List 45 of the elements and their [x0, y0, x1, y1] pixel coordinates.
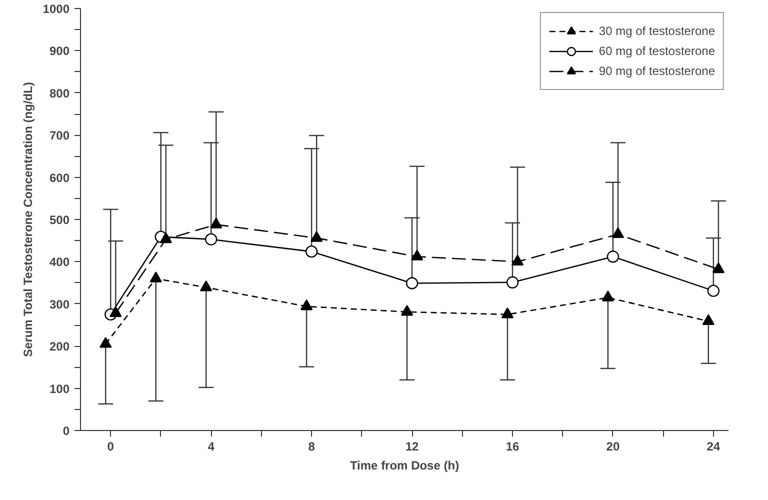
x-tick-label: 0 [107, 440, 114, 454]
y-tick-label: 400 [49, 255, 70, 270]
point [300, 299, 313, 310]
point [210, 218, 222, 228]
point [100, 337, 112, 348]
point [707, 284, 720, 297]
point [602, 290, 614, 302]
x-tick-label: 16 [506, 440, 520, 454]
y-tick-label: 0 [62, 424, 70, 438]
point [612, 227, 624, 238]
legend-label: 30 mg of testosterone [598, 24, 715, 38]
point [200, 280, 212, 292]
legend-label: 90 mg of testosterone [598, 64, 715, 78]
point [150, 272, 162, 282]
point [506, 276, 519, 288]
y-tick-label: 900 [49, 44, 70, 58]
point [511, 254, 524, 266]
point [501, 308, 514, 318]
point [406, 277, 418, 290]
point [410, 250, 424, 260]
x-tick-label: 8 [308, 440, 316, 454]
y-tick-label: 600 [49, 170, 70, 185]
point [712, 262, 725, 274]
x-axis-title: Time from Dose (h) [350, 458, 460, 472]
legend-label: 60 mg of testosterone [598, 44, 715, 58]
point [702, 314, 715, 325]
y-tick-label: 500 [49, 213, 70, 227]
x-tick-label: 20 [606, 440, 620, 454]
y-tick-label: 700 [49, 128, 70, 143]
point [310, 231, 323, 242]
point [305, 245, 318, 258]
point [400, 304, 414, 316]
point [606, 250, 620, 263]
x-tick-label: 24 [706, 440, 720, 454]
y-tick-label: 200 [49, 340, 70, 354]
y-tick-label: 1000 [42, 2, 70, 16]
point [205, 233, 218, 246]
x-tick-label: 12 [405, 440, 420, 454]
point [160, 232, 172, 244]
point [110, 306, 122, 317]
x-tick-label: 4 [208, 440, 215, 454]
y-tick-label: 800 [49, 86, 70, 100]
y-tick-label: 100 [49, 382, 70, 396]
y-tick-label: 300 [49, 297, 70, 312]
y-axis-title: Serum Total Testosterone Concentration (ng/dL) [20, 82, 35, 357]
